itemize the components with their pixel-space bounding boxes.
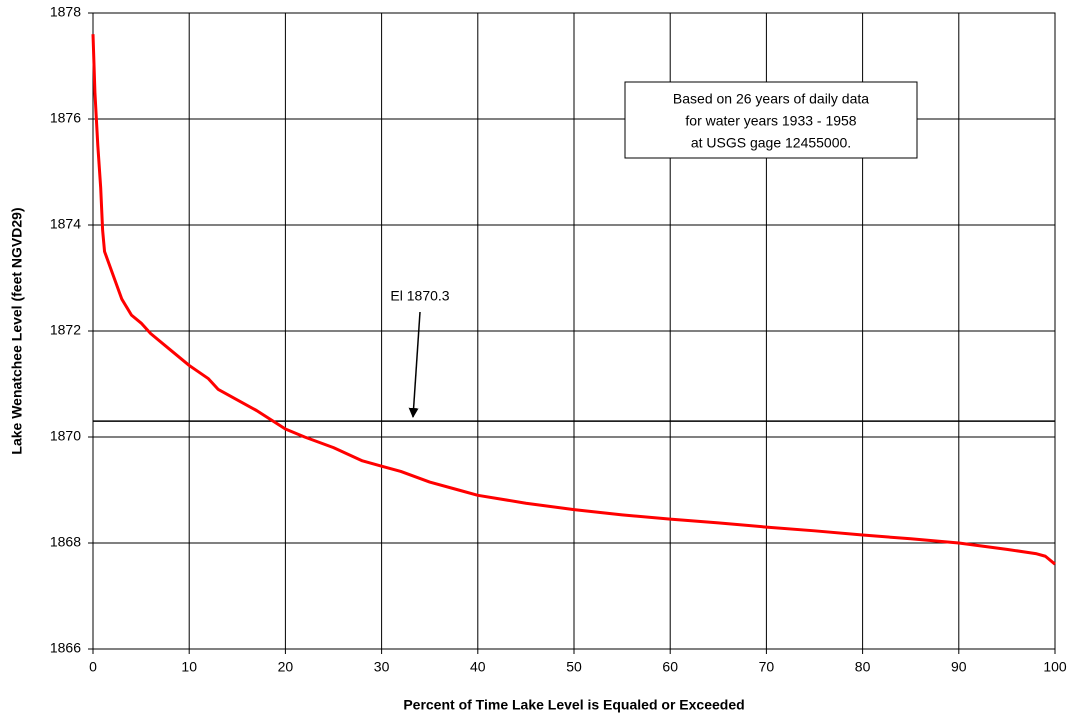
reference-label: El 1870.3 bbox=[390, 288, 449, 304]
y-tick-label: 1872 bbox=[50, 322, 81, 338]
x-tick-label: 0 bbox=[89, 659, 97, 675]
x-tick-label: 50 bbox=[566, 659, 582, 675]
x-axis-title: Percent of Time Lake Level is Equaled or… bbox=[403, 697, 744, 713]
x-tick-label: 30 bbox=[374, 659, 390, 675]
y-axis-title: Lake Wenatchee Level (feet NGVD29) bbox=[9, 207, 25, 454]
note-line: Based on 26 years of daily data bbox=[673, 91, 869, 107]
x-tick-label: 20 bbox=[278, 659, 294, 675]
x-tick-label: 10 bbox=[181, 659, 197, 675]
x-tick-label: 90 bbox=[951, 659, 967, 675]
y-tick-label: 1866 bbox=[50, 640, 81, 656]
x-tick-label: 70 bbox=[759, 659, 775, 675]
y-tick-label: 1870 bbox=[50, 428, 81, 444]
note-line: at USGS gage 12455000. bbox=[691, 135, 851, 151]
y-tick-label: 1876 bbox=[50, 110, 81, 126]
y-tick-label: 1878 bbox=[50, 4, 81, 20]
note-line: for water years 1933 - 1958 bbox=[685, 113, 856, 129]
x-tick-label: 100 bbox=[1043, 659, 1067, 675]
annotation-arrow bbox=[408, 311, 421, 418]
x-tick-label: 80 bbox=[855, 659, 871, 675]
note-box bbox=[624, 81, 918, 159]
x-tick-label: 40 bbox=[470, 659, 486, 675]
x-tick-label: 60 bbox=[662, 659, 678, 675]
y-tick-label: 1868 bbox=[50, 534, 81, 550]
data-line bbox=[91, 34, 1056, 566]
y-tick-label: 1874 bbox=[50, 216, 81, 232]
